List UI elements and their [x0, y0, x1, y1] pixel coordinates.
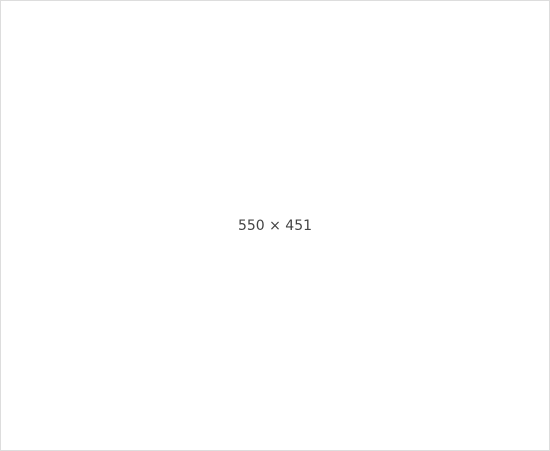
- placeholder-note: 550 × 451: [237, 217, 313, 234]
